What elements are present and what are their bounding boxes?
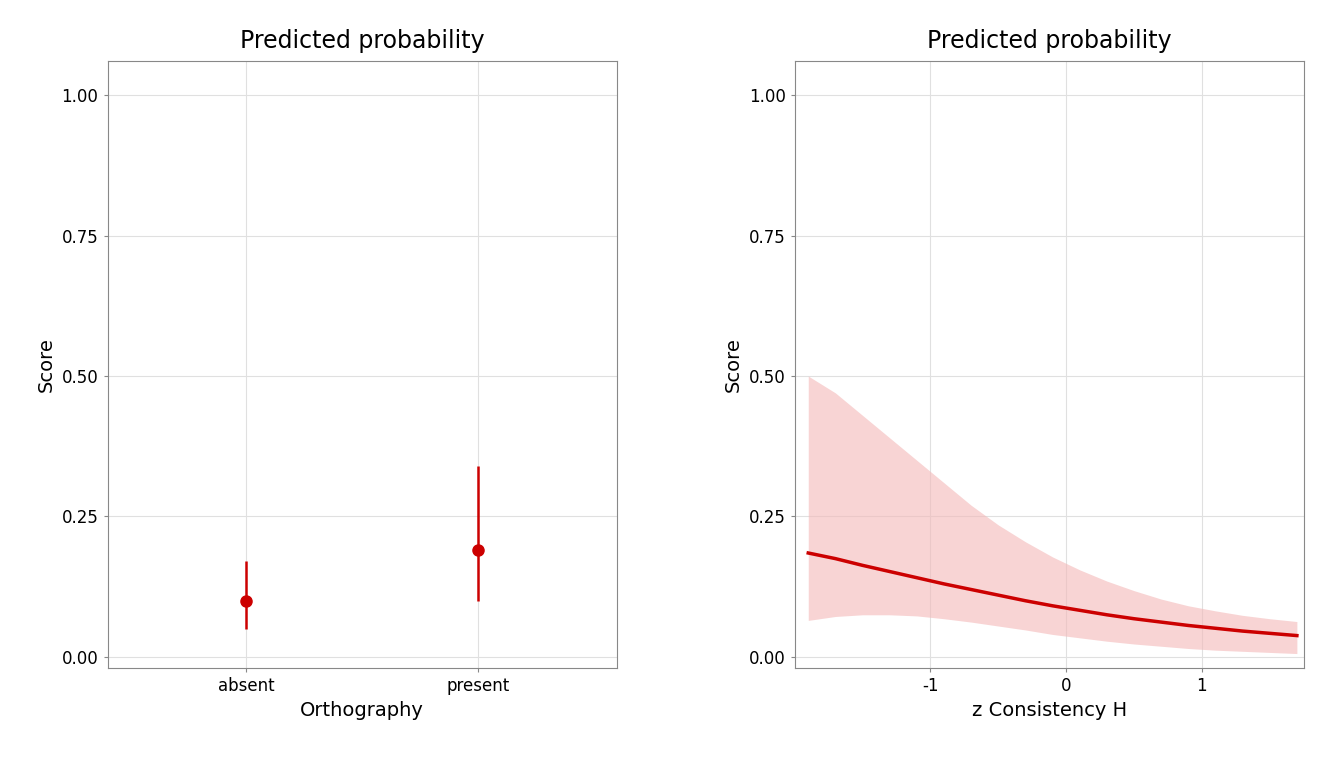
Title: Predicted probability: Predicted probability — [239, 28, 484, 52]
X-axis label: Orthography: Orthography — [300, 700, 423, 720]
Y-axis label: Score: Score — [38, 337, 56, 392]
Y-axis label: Score: Score — [724, 337, 743, 392]
Title: Predicted probability: Predicted probability — [927, 28, 1172, 52]
X-axis label: z Consistency H: z Consistency H — [972, 700, 1126, 720]
